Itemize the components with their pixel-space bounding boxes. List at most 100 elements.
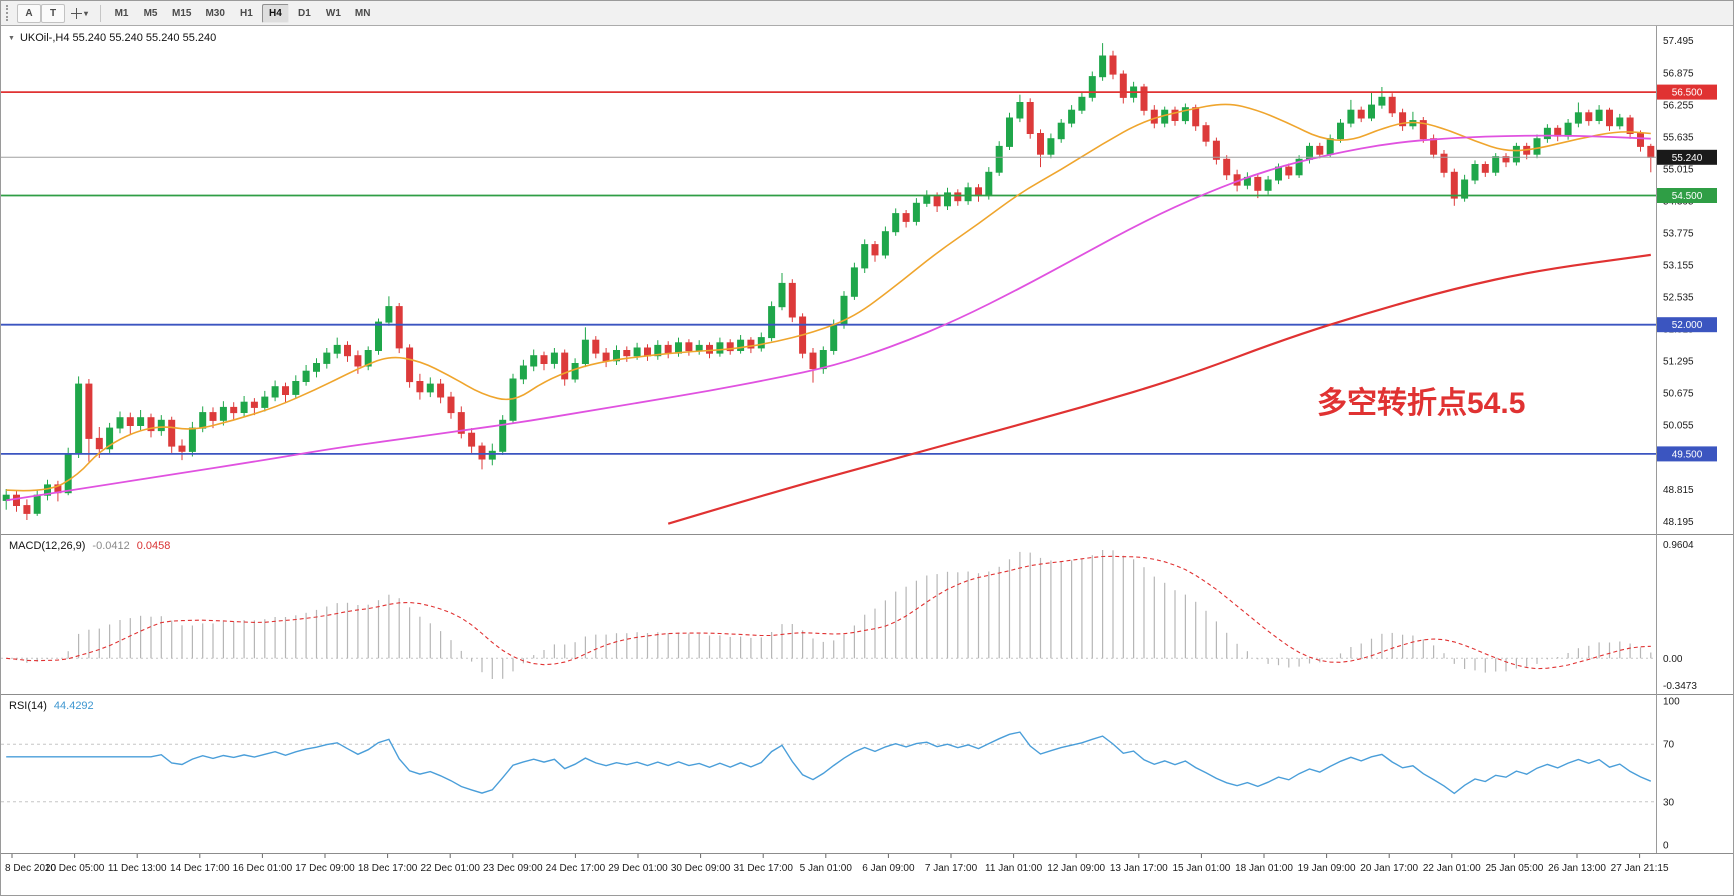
svg-text:49.500: 49.500 — [1672, 449, 1703, 460]
current-price-badge: 55.240 — [1657, 149, 1717, 165]
arrow-tool-button[interactable]: A — [17, 3, 41, 23]
svg-text:24 Dec 17:00: 24 Dec 17:00 — [546, 863, 606, 874]
svg-text:18 Dec 17:00: 18 Dec 17:00 — [358, 863, 418, 874]
svg-text:11 Dec 13:00: 11 Dec 13:00 — [108, 863, 167, 874]
macd-indicator-label: MACD(12,26,9) -0.0412 0.0458 — [9, 540, 170, 552]
rsi-indicator-label: RSI(14) 44.4292 — [9, 700, 94, 712]
svg-text:54.500: 54.500 — [1672, 191, 1703, 202]
toolbar-separator — [100, 4, 102, 22]
svg-text:48.815: 48.815 — [1663, 485, 1694, 496]
svg-text:23 Dec 09:00: 23 Dec 09:00 — [483, 863, 543, 874]
macd-signal-line — [6, 555, 1651, 670]
svg-text:8 Dec 2020: 8 Dec 2020 — [5, 863, 57, 874]
svg-text:7 Jan 17:00: 7 Jan 17:00 — [925, 863, 978, 874]
macd-histogram — [15, 550, 1652, 679]
svg-text:11 Jan 01:00: 11 Jan 01:00 — [985, 863, 1043, 874]
macd-axis[interactable]: 0.9604 0.00 -0.3473 — [1663, 540, 1697, 692]
svg-text:55.240: 55.240 — [1672, 153, 1703, 164]
svg-text:10 Dec 05:00: 10 Dec 05:00 — [45, 863, 105, 874]
timeframe-m5-button[interactable]: M5 — [137, 4, 164, 23]
svg-text:52.000: 52.000 — [1672, 320, 1703, 331]
crosshair-icon — [71, 7, 82, 19]
price-badge-54.500: 54.500 — [1657, 188, 1717, 203]
toolbar-grip[interactable] — [6, 5, 11, 21]
svg-text:53.155: 53.155 — [1663, 261, 1694, 272]
rsi-level-lines — [1, 743, 1656, 803]
svg-text:57.495: 57.495 — [1663, 36, 1694, 47]
svg-text:53.775: 53.775 — [1663, 228, 1694, 239]
svg-text:14 Dec 17:00: 14 Dec 17:00 — [170, 863, 230, 874]
timeframe-mn-button[interactable]: MN — [349, 4, 377, 23]
svg-text:56.875: 56.875 — [1663, 68, 1694, 79]
svg-text:29 Dec 01:00: 29 Dec 01:00 — [608, 863, 668, 874]
dropdown-caret-icon: ▾ — [84, 8, 89, 18]
macd-main-value: -0.0412 — [92, 540, 130, 552]
svg-text:5 Jan 01:00: 5 Jan 01:00 — [800, 863, 853, 874]
svg-text:100: 100 — [1663, 697, 1680, 708]
svg-text:56.255: 56.255 — [1663, 100, 1694, 111]
timeframe-h1-button[interactable]: H1 — [233, 4, 260, 23]
svg-text:0: 0 — [1663, 841, 1669, 852]
svg-text:13 Jan 17:00: 13 Jan 17:00 — [1110, 863, 1168, 874]
chart-title-text: UKOil-,H4 55.240 55.240 55.240 55.240 — [19, 32, 217, 44]
svg-text:16 Dec 01:00: 16 Dec 01:00 — [233, 863, 293, 874]
rsi-value: 44.4292 — [53, 700, 94, 712]
svg-text:18 Jan 01:00: 18 Jan 01:00 — [1235, 863, 1293, 874]
svg-text:0.00: 0.00 — [1663, 654, 1683, 665]
svg-text:19 Jan 09:00: 19 Jan 09:00 — [1298, 863, 1356, 874]
svg-text:52.535: 52.535 — [1663, 293, 1694, 304]
svg-text:55.015: 55.015 — [1663, 164, 1694, 175]
bull-candles — [2, 43, 1624, 516]
timeframe-w1-button[interactable]: W1 — [320, 4, 347, 23]
chart-title: ▼ UKOil-,H4 55.240 55.240 55.240 55.240 — [8, 32, 216, 44]
chart-tools-button[interactable]: ▾ — [65, 4, 94, 23]
rsi-line — [6, 731, 1652, 795]
svg-text:6 Jan 09:00: 6 Jan 09:00 — [862, 863, 915, 874]
timeframe-m15-button[interactable]: M15 — [166, 4, 197, 23]
ma-fast-line[interactable] — [6, 103, 1651, 492]
bear-candles — [13, 50, 1655, 520]
svg-text:56.500: 56.500 — [1672, 88, 1703, 99]
svg-text:31 Dec 17:00: 31 Dec 17:00 — [733, 863, 793, 874]
svg-text:50.675: 50.675 — [1663, 389, 1694, 400]
timeframe-m1-button[interactable]: M1 — [108, 4, 135, 23]
svg-text:30 Dec 09:00: 30 Dec 09:00 — [671, 863, 731, 874]
annotation-text[interactable]: 多空转折点54.5 — [1317, 387, 1526, 420]
toolbar: A T ▾ M1 M5 M15 M30 H1 H4 D1 W1 MN — [1, 1, 1733, 26]
timeframe-d1-button[interactable]: D1 — [291, 4, 318, 23]
svg-text:15 Jan 01:00: 15 Jan 01:00 — [1172, 863, 1230, 874]
svg-text:51.295: 51.295 — [1663, 357, 1694, 368]
ma-slow-line[interactable] — [667, 253, 1651, 525]
macd-signal-value: 0.0458 — [136, 540, 171, 552]
svg-text:17 Dec 09:00: 17 Dec 09:00 — [295, 863, 355, 874]
svg-text:12 Jan 09:00: 12 Jan 09:00 — [1047, 863, 1105, 874]
svg-text:30: 30 — [1663, 797, 1675, 808]
svg-text:0.9604: 0.9604 — [1663, 540, 1694, 551]
svg-text:48.195: 48.195 — [1663, 517, 1694, 528]
svg-text:-0.3473: -0.3473 — [1663, 681, 1697, 692]
svg-text:25 Jan 05:00: 25 Jan 05:00 — [1485, 863, 1543, 874]
svg-text:50.055: 50.055 — [1663, 421, 1694, 432]
price-badge-49.500: 49.500 — [1657, 446, 1717, 462]
svg-text:55.635: 55.635 — [1663, 132, 1694, 143]
rsi-name: RSI(14) — [9, 700, 47, 712]
timeframe-m30-button[interactable]: M30 — [199, 4, 230, 23]
timeframe-h4-button[interactable]: H4 — [261, 3, 289, 23]
chart-dropdown-icon[interactable]: ▼ — [8, 34, 15, 42]
price-badge-56.500: 56.500 — [1657, 84, 1717, 100]
svg-text:26 Jan 13:00: 26 Jan 13:00 — [1548, 863, 1606, 874]
price-badge-52.000: 52.000 — [1657, 317, 1717, 333]
svg-text:22 Dec 01:00: 22 Dec 01:00 — [420, 863, 480, 874]
svg-text:70: 70 — [1663, 740, 1675, 751]
ma-mid-line[interactable] — [6, 134, 1651, 502]
macd-name: MACD(12,26,9) — [9, 540, 86, 552]
text-tool-button[interactable]: T — [41, 3, 65, 23]
rsi-axis[interactable]: 100 70 30 0 — [1663, 697, 1680, 852]
svg-text:27 Jan 21:15: 27 Jan 21:15 — [1611, 863, 1669, 874]
svg-text:20 Jan 17:00: 20 Jan 17:00 — [1360, 863, 1418, 874]
svg-text:22 Jan 01:00: 22 Jan 01:00 — [1423, 863, 1481, 874]
